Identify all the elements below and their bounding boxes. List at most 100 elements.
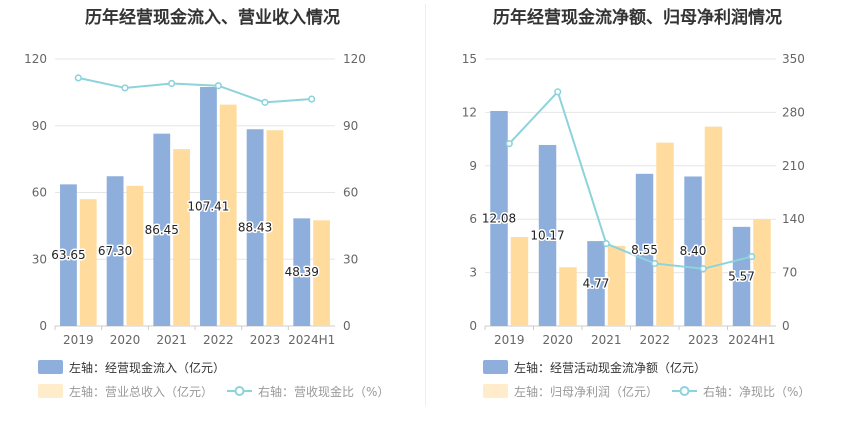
data-label: 88.43 (238, 221, 272, 235)
legend-item-line[interactable]: 右轴：营收现金比（%） (227, 383, 389, 400)
bar-series2 (607, 245, 626, 326)
legend-swatch (38, 384, 63, 398)
data-label: 107.41 (187, 200, 229, 214)
line-point (121, 84, 129, 92)
x-tick-label: 2024H1 (728, 333, 775, 347)
legend-label: 右轴：营收现金比（%） (258, 384, 390, 399)
x-tick-label: 2019 (494, 333, 525, 347)
bar-series2 (173, 149, 190, 326)
x-tick-label: 2021 (156, 333, 187, 347)
legend-label: 左轴：经营活动现金流净额（亿元） (514, 360, 707, 375)
data-label: 10.17 (530, 228, 564, 242)
legend-swatch (483, 384, 508, 398)
bar-series1 (684, 176, 702, 326)
bar-series2 (126, 185, 144, 326)
line-point (602, 240, 610, 248)
x-tick-label: 2021 (591, 333, 622, 347)
panel-divider (425, 4, 426, 406)
legend-row: 左轴：归母净利润（亿元） 右轴：净现比（%） (483, 383, 824, 399)
data-label: 63.65 (51, 248, 85, 262)
chart-plot: 0 0 3 70 6 140 9 210 12 280 15 350 2019 2020 2021 2022 2… (462, 52, 805, 347)
y-right-tick-label: 0 (782, 319, 790, 333)
line-point (699, 265, 707, 273)
line-series (78, 76, 312, 104)
line-point (308, 95, 316, 103)
y-right-tick-label: 0 (343, 319, 351, 333)
x-tick-label: 2023 (688, 333, 719, 347)
data-label: 8.55 (631, 243, 658, 257)
x-tick-label: 2023 (250, 333, 281, 347)
bar-series2 (656, 142, 674, 326)
chart-title: 历年经营现金流入、营业收入情况 (85, 8, 340, 28)
legend-item-bar2[interactable]: 左轴：营业总收入（亿元） (38, 383, 213, 400)
y-right-tick-label: 70 (782, 266, 797, 280)
x-tick-label: 2020 (110, 333, 141, 347)
y-right-tick-label: 140 (782, 212, 805, 226)
legend-label: 右轴：净现比（%） (703, 384, 811, 399)
line-point (554, 88, 562, 96)
x-tick-label: 2024H1 (288, 333, 335, 347)
x-tick-label: 2022 (203, 333, 234, 347)
legend-row: 左轴：经营现金流入（亿元） (38, 359, 239, 375)
data-label: 12.08 (482, 211, 516, 225)
y-left-tick-label: 0 (39, 319, 47, 333)
legend-label: 左轴：归母净利润（亿元） (514, 384, 659, 399)
y-right-tick-label: 120 (343, 52, 366, 66)
legend-label: 左轴：经营现金流入（亿元） (69, 360, 226, 375)
legend-swatch (38, 360, 63, 374)
legend-item-bar2[interactable]: 左轴：归母净利润（亿元） (483, 383, 658, 400)
bar-series1 (490, 110, 508, 326)
bar-series1 (246, 129, 264, 326)
y-left-tick-label: 12 (462, 105, 477, 119)
x-tick-label: 2022 (639, 333, 670, 347)
y-right-tick-label: 210 (782, 159, 805, 173)
bar-series1 (106, 176, 124, 326)
bar-series1 (293, 218, 311, 326)
y-left-tick-label: 3 (469, 266, 477, 280)
data-label: 48.39 (285, 265, 319, 279)
legend-swatch (483, 360, 508, 374)
legend-label: 左轴：营业总收入（亿元） (69, 384, 214, 399)
data-label: 8.40 (680, 244, 707, 258)
line-point (748, 252, 756, 261)
bar-series2 (79, 199, 97, 326)
line-point (651, 259, 659, 268)
x-tick-label: 2019 (63, 333, 94, 347)
legend-item-line[interactable]: 右轴：净现比（%） (672, 383, 810, 400)
data-label: 4.77 (583, 277, 610, 291)
line-point (214, 82, 222, 90)
x-tick-label: 2020 (542, 333, 573, 347)
line-point (74, 74, 82, 82)
line-series (508, 89, 752, 270)
chart-title: 历年经营现金流净额、归母净利润情况 (493, 8, 782, 28)
bar-series1 (587, 241, 605, 326)
y-right-tick-label: 90 (343, 119, 358, 133)
y-left-tick-label: 6 (469, 212, 477, 226)
bar-series2 (219, 104, 237, 326)
legend-row: 左轴：营业总收入（亿元） 右轴：营收现金比（%） (38, 383, 403, 399)
line-point (505, 140, 513, 148)
legend-item-bar1[interactable]: 左轴：经营活动现金流净额（亿元） (483, 359, 706, 376)
bar-series1 (60, 184, 77, 326)
chart-panel-left: 历年经营现金流入、营业收入情况 0 0 30 30 60 60 90 90 120 120 2019… (24, 8, 403, 399)
data-label: 67.30 (98, 244, 132, 258)
y-right-tick-label: 60 (343, 186, 358, 200)
legend-item-bar1[interactable]: 左轴：经营现金流入（亿元） (38, 359, 225, 376)
legend-row: 左轴：经营活动现金流净额（亿元） (483, 359, 720, 375)
bar-series2 (510, 237, 529, 326)
y-left-tick-label: 30 (32, 252, 47, 266)
y-right-tick-label: 30 (343, 252, 358, 266)
y-left-tick-label: 9 (469, 159, 477, 173)
bar-series1 (538, 144, 557, 326)
bar-series2 (313, 220, 330, 326)
y-left-tick-label: 15 (462, 52, 477, 66)
data-label: 5.57 (728, 269, 755, 283)
y-right-tick-label: 280 (782, 105, 805, 119)
y-right-tick-label: 350 (782, 52, 805, 66)
y-left-tick-label: 0 (469, 319, 477, 333)
bar-series2 (753, 219, 771, 326)
bar-series2 (266, 130, 284, 326)
bar-series1 (200, 87, 217, 326)
chart-plot: 0 0 30 30 60 60 90 90 120 120 2019 2020 2021 2022 2023… (24, 52, 366, 347)
y-left-tick-label: 120 (24, 52, 47, 66)
